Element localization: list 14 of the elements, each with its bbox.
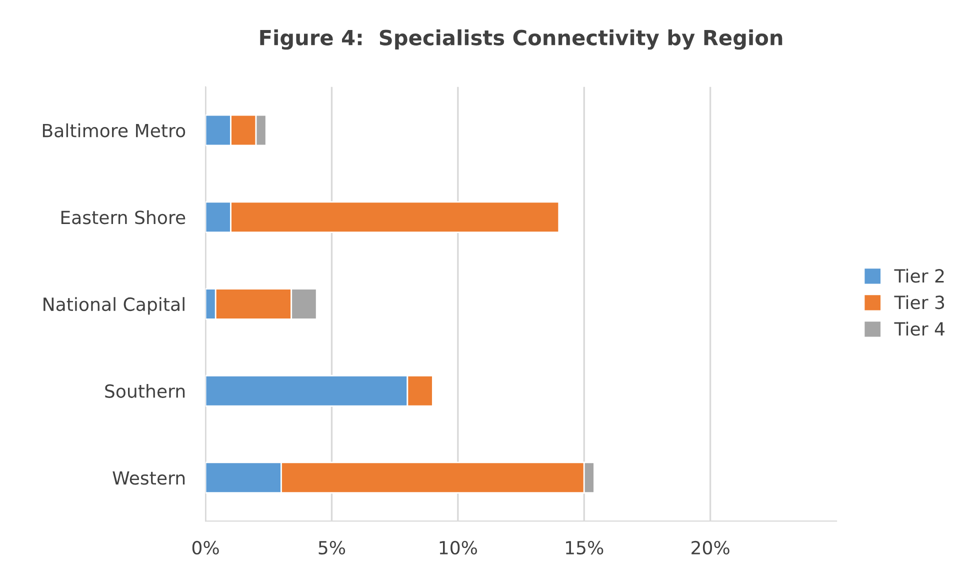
x-tick-label: 15% xyxy=(566,540,604,555)
legend-label: Tier 2 xyxy=(894,268,944,283)
x-tick-label: 10% xyxy=(440,540,477,555)
legend-label: Tier 3 xyxy=(894,295,944,310)
y-tick-label: Western xyxy=(112,471,185,485)
y-tick-label: National Capital xyxy=(44,297,184,315)
x-tick-label: 5% xyxy=(318,540,346,555)
y-tick-label: Southern xyxy=(105,384,185,398)
x-tick-label: 0% xyxy=(192,540,219,555)
x-tick-label: 20% xyxy=(692,540,730,555)
legend-label: Tier 4 xyxy=(894,322,944,336)
chart-title: Figure 4: Specialists Connectivity by Region xyxy=(260,29,782,50)
y-tick-label: Eastern Shore xyxy=(61,210,186,224)
y-tick-label: Baltimore Metro xyxy=(42,123,186,138)
